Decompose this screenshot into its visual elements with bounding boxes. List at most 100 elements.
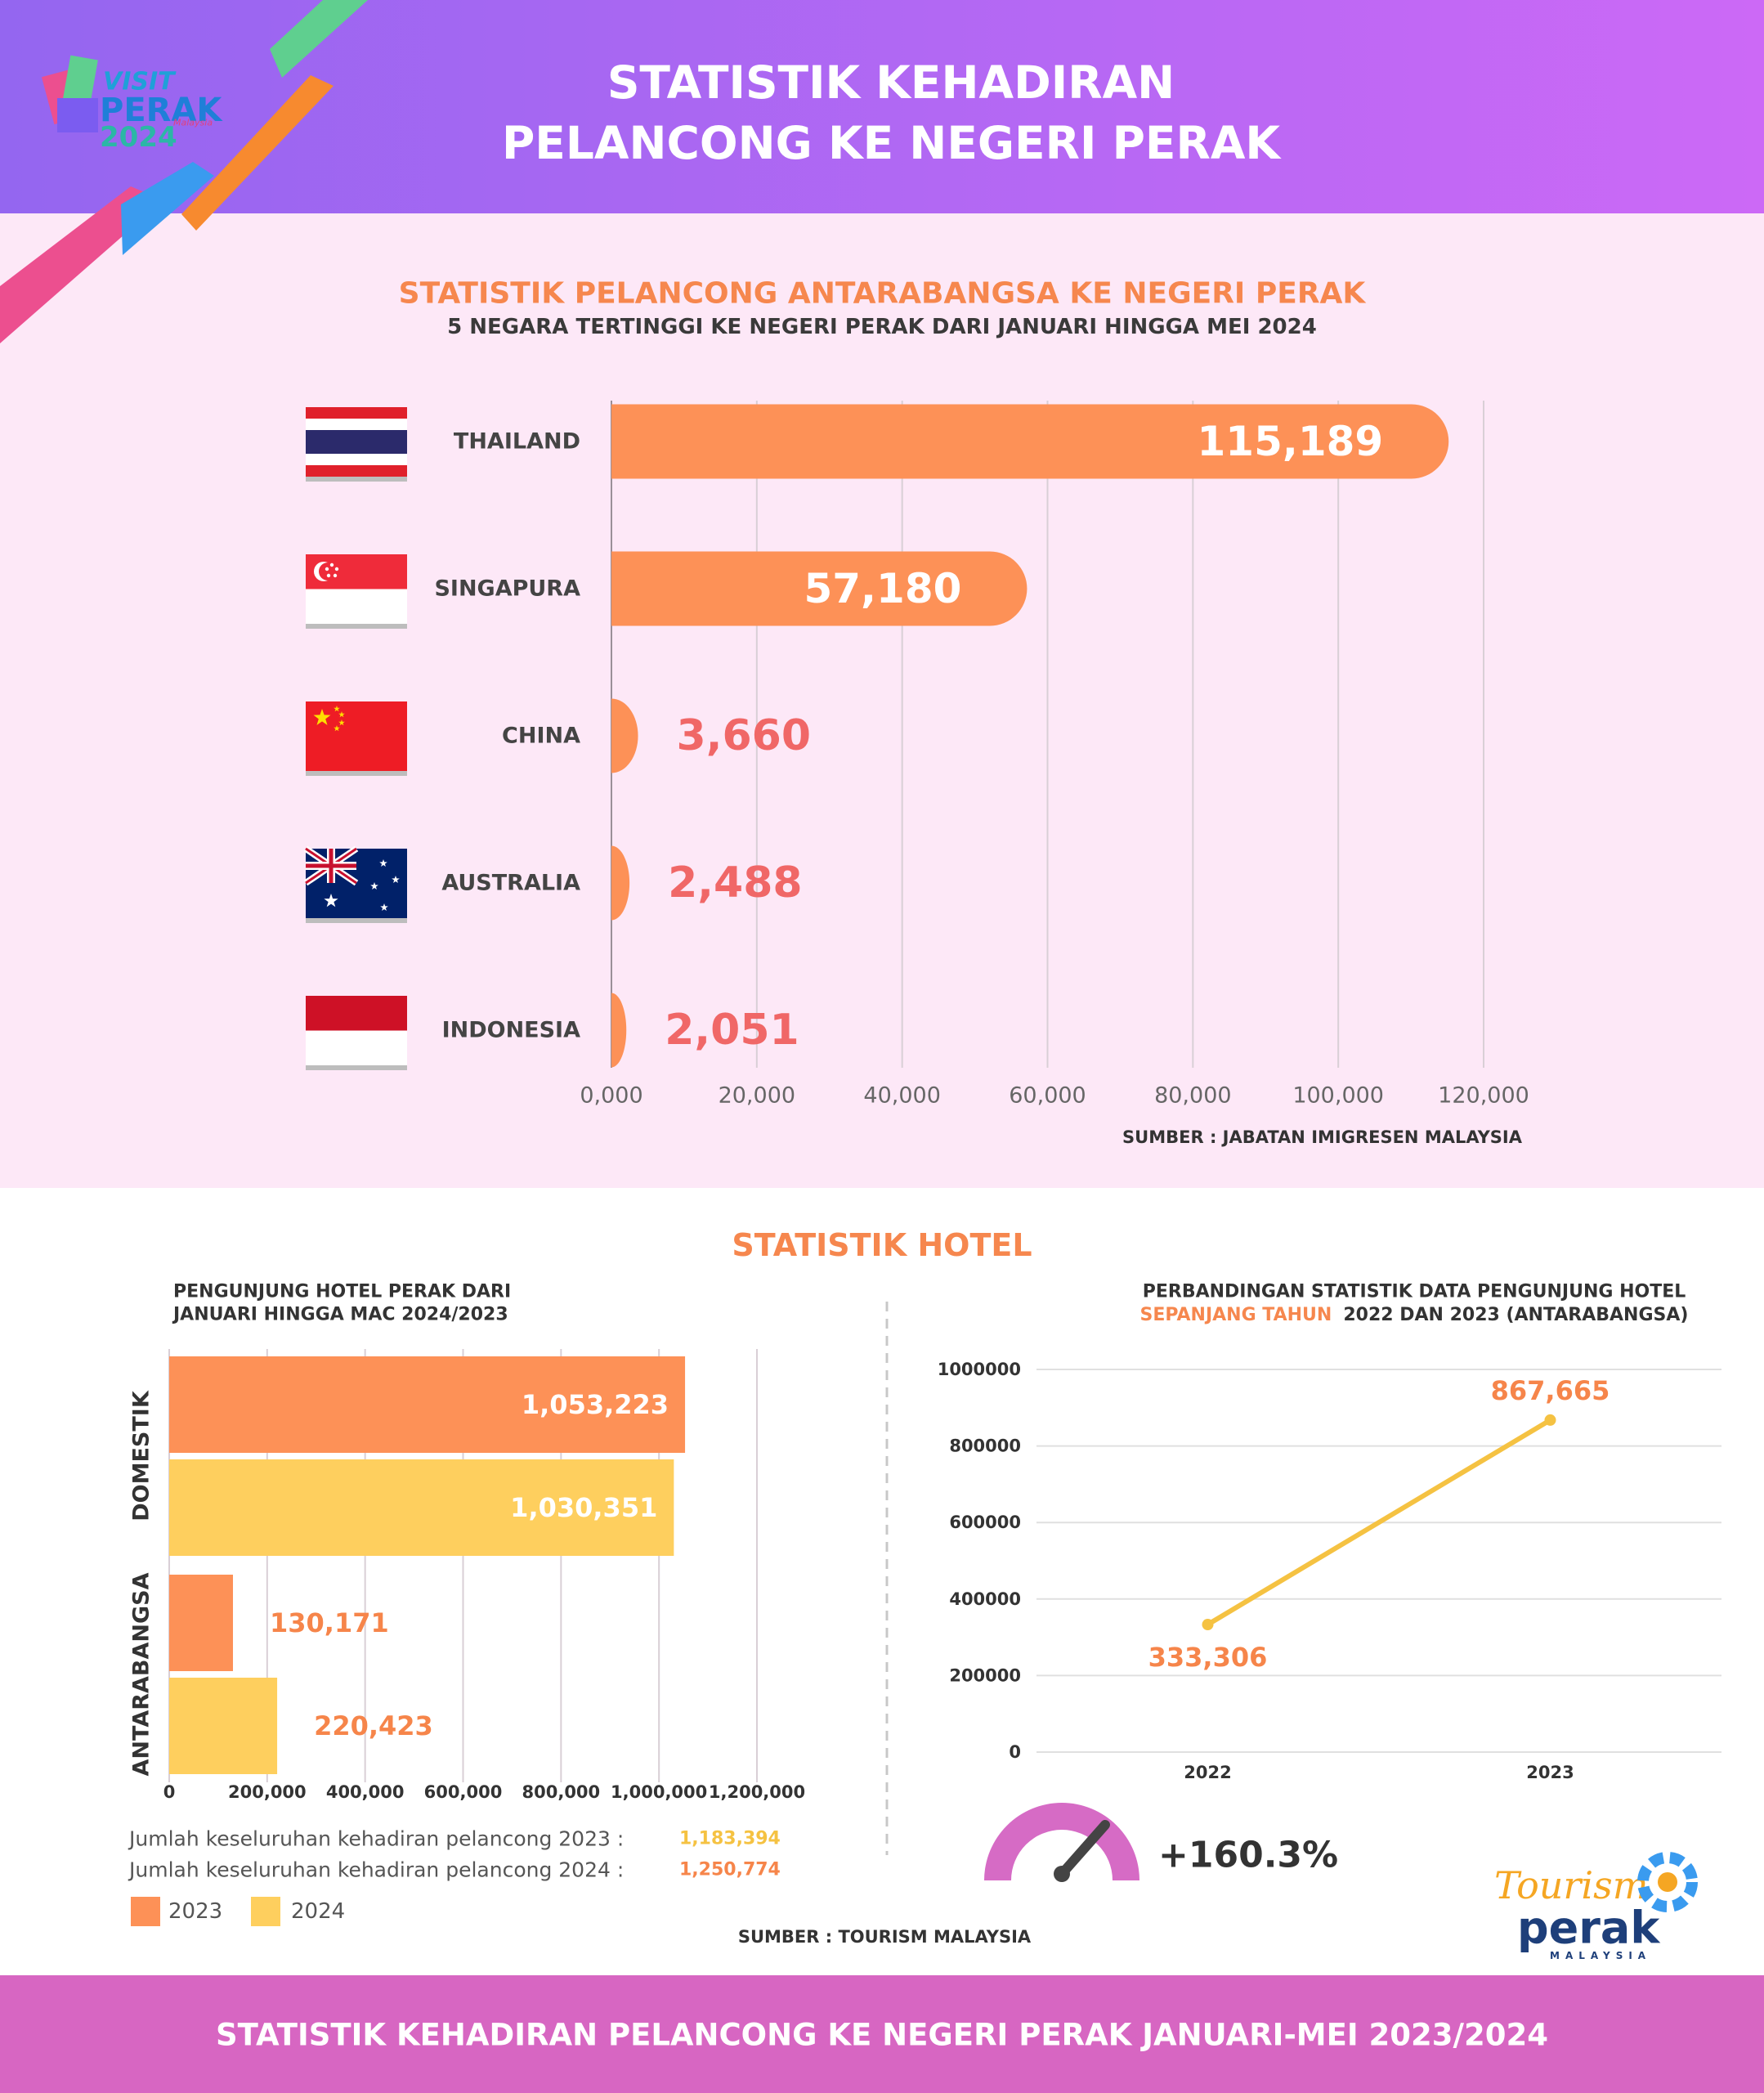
logo-text: perak bbox=[1517, 1903, 1660, 1954]
category-label: AUSTRALIA bbox=[441, 871, 580, 896]
x-tick-label: 2022 bbox=[1184, 1763, 1231, 1782]
logo-wheel bbox=[1658, 1872, 1677, 1892]
logo-text: VISIT bbox=[103, 68, 177, 96]
flag bbox=[306, 996, 407, 1070]
logo-tag: Malaysia bbox=[173, 118, 213, 128]
flag-part bbox=[334, 725, 340, 732]
x-tick-label: 2023 bbox=[1526, 1763, 1574, 1782]
flag-part bbox=[306, 407, 407, 419]
logo-text: MALAYSIA bbox=[1550, 1950, 1651, 1961]
ribbon bbox=[121, 162, 214, 255]
x-tick-label: 80,000 bbox=[1154, 1083, 1231, 1109]
value-label: 333,306 bbox=[1148, 1642, 1268, 1673]
x-tick-label: 200,000 bbox=[228, 1782, 307, 1802]
value-label: 115,189 bbox=[1197, 418, 1383, 465]
pink-section bbox=[0, 213, 1764, 1188]
flag-part bbox=[306, 419, 407, 430]
chart-subtitle: 5 NEGARA TERTINGGI KE NEGERI PERAK DARI … bbox=[447, 315, 1317, 339]
flag-shadow bbox=[306, 477, 407, 482]
flag-part bbox=[338, 719, 345, 726]
legend-label: 2024 bbox=[291, 1899, 345, 1924]
header-title: STATISTIK KEHADIRAN bbox=[607, 56, 1175, 109]
category-label: CHINA bbox=[502, 724, 580, 749]
logo-wheel bbox=[1637, 1852, 1698, 1912]
chart-title: PERBANDINGAN STATISTIK DATA PENGUNJUNG H… bbox=[1143, 1282, 1686, 1302]
flag-part bbox=[306, 589, 407, 624]
total-value: 1,250,774 bbox=[679, 1860, 781, 1880]
flag-part bbox=[306, 1030, 407, 1065]
x-tick-label: 800,000 bbox=[522, 1782, 601, 1802]
y-tick-label: 600000 bbox=[949, 1513, 1021, 1532]
category-label: INDONESIA bbox=[442, 1018, 581, 1043]
bar bbox=[611, 551, 1028, 626]
hotel-section bbox=[0, 1188, 1764, 1975]
gauge bbox=[984, 1803, 1139, 1880]
flag-part bbox=[334, 706, 340, 712]
chart-subtitle: SEPANJANG TAHUN 2022 DAN 2023 (ANTARABANG… bbox=[1140, 1305, 1689, 1325]
bar bbox=[169, 1678, 278, 1774]
bar bbox=[611, 698, 638, 773]
logo-text: 2024 bbox=[100, 121, 177, 154]
header-title: PELANCONG KE NEGERI PERAK bbox=[502, 117, 1282, 169]
flag-part bbox=[334, 567, 339, 571]
logo-text: Tourism bbox=[1494, 1863, 1648, 1907]
legend-label: 2023 bbox=[168, 1899, 222, 1924]
chart-title: JANUARI HINGGA MAC 2024/2023 bbox=[172, 1305, 508, 1325]
gauge-hub bbox=[1054, 1866, 1070, 1882]
footer-band bbox=[0, 1975, 1764, 2093]
x-tick-label: 60,000 bbox=[1009, 1083, 1086, 1109]
x-tick-label: 40,000 bbox=[863, 1083, 940, 1109]
flag-part bbox=[392, 876, 400, 883]
flag-part bbox=[370, 882, 378, 890]
bar bbox=[169, 1356, 686, 1453]
category-label: SINGAPURA bbox=[434, 576, 580, 602]
footer-text: STATISTIK KEHADIRAN PELANCONG KE NEGERI … bbox=[216, 2018, 1548, 2053]
bar bbox=[611, 993, 627, 1068]
bar bbox=[169, 1459, 674, 1556]
legend-swatch bbox=[131, 1897, 160, 1926]
x-tick-label: 20,000 bbox=[719, 1083, 795, 1109]
flag-shadow bbox=[306, 1065, 407, 1070]
source: SUMBER : JABATAN IMIGRESEN MALAYSIA bbox=[1122, 1127, 1523, 1147]
total-value: 1,183,394 bbox=[679, 1829, 781, 1849]
flag-part bbox=[306, 454, 407, 465]
x-tick-label: 600,000 bbox=[424, 1782, 503, 1802]
flag-part bbox=[326, 573, 331, 578]
flag-part bbox=[338, 711, 345, 718]
y-tick-label: 1000000 bbox=[938, 1360, 1021, 1379]
flag bbox=[303, 845, 407, 923]
value-label: 220,423 bbox=[314, 1710, 433, 1741]
bar bbox=[611, 404, 1449, 479]
bar bbox=[169, 1575, 233, 1671]
logo-block bbox=[57, 98, 98, 132]
value-label: 867,665 bbox=[1491, 1375, 1610, 1406]
value-label: 2,051 bbox=[665, 1006, 799, 1055]
line bbox=[1206, 1418, 1552, 1627]
flag-part bbox=[319, 562, 337, 580]
value-label: 130,171 bbox=[270, 1607, 389, 1638]
y-tick-label: 0 bbox=[1009, 1742, 1021, 1762]
value-label: 2,488 bbox=[668, 858, 802, 908]
flag-part bbox=[333, 573, 338, 578]
flag-part bbox=[313, 709, 331, 725]
source: SUMBER : TOURISM MALAYSIA bbox=[738, 1927, 1032, 1947]
ribbon bbox=[270, 0, 368, 78]
flag-part bbox=[380, 903, 388, 911]
total-label: Jumlah keseluruhan kehadiran pelancong 2… bbox=[128, 1858, 624, 1882]
section-title: STATISTIK HOTEL bbox=[732, 1227, 1032, 1263]
flag bbox=[306, 407, 407, 482]
ribbon bbox=[181, 75, 334, 231]
gauge-label: +160.3% bbox=[1158, 1835, 1338, 1876]
visit-perak-logo: VISIT PERAK 2024 Malaysia bbox=[41, 55, 223, 154]
value-label: 3,660 bbox=[677, 711, 811, 760]
x-tick-label: 100,000 bbox=[1292, 1083, 1384, 1109]
x-tick-label: 400,000 bbox=[326, 1782, 405, 1802]
y-tick-label: 400000 bbox=[949, 1589, 1021, 1609]
y-tick-label: 200000 bbox=[949, 1665, 1021, 1685]
category-label: THAILAND bbox=[454, 429, 580, 455]
flag-part bbox=[329, 562, 334, 567]
flag-part bbox=[379, 859, 387, 867]
flag bbox=[306, 701, 407, 776]
